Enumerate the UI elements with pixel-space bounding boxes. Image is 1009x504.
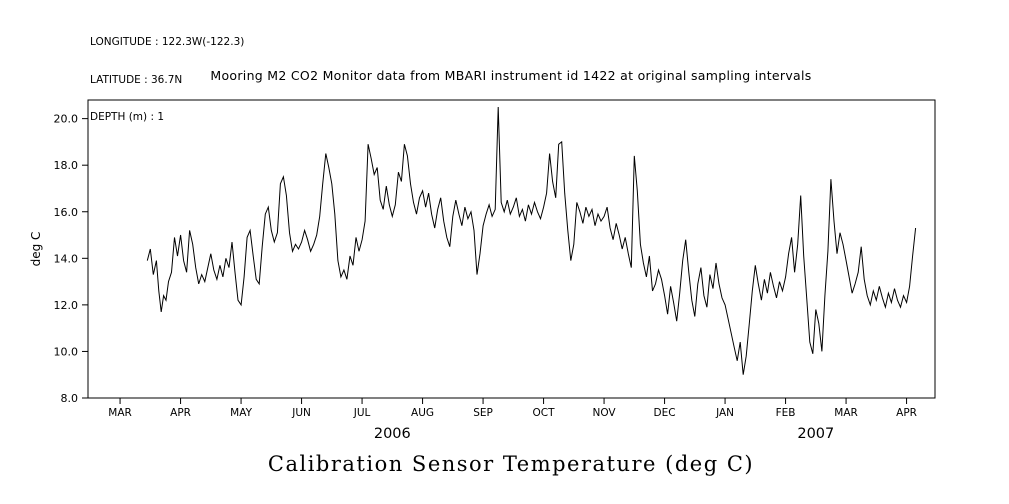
year-label: 2007	[797, 426, 834, 442]
footer-title: Calibration Sensor Temperature (deg C)	[267, 452, 755, 476]
x-tick-label: DEC	[654, 407, 676, 419]
y-tick-label: 10.0	[54, 345, 79, 358]
y-tick-label: 18.0	[54, 159, 79, 172]
longitude-label: LONGITUDE : 122.3W(-122.3)	[90, 36, 245, 48]
x-tick-label: MAY	[230, 407, 252, 419]
y-tick-label: 16.0	[54, 206, 79, 219]
x-tick-label: APR	[896, 407, 917, 419]
x-tick-label: AUG	[411, 407, 434, 419]
depth-label: DEPTH (m) : 1	[90, 111, 165, 123]
y-tick-label: 8.0	[61, 392, 79, 405]
x-tick-label: FEB	[776, 407, 796, 419]
y-axis-title: deg C	[29, 232, 43, 267]
latitude-label: LATITUDE : 36.7N	[90, 73, 183, 86]
x-tick-label: JUN	[291, 407, 311, 419]
y-tick-label: 20.0	[54, 113, 79, 126]
x-tick-label: APR	[170, 407, 191, 419]
x-tick-label: OCT	[533, 407, 556, 419]
x-tick-label: MAR	[834, 407, 858, 419]
x-tick-label: SEP	[473, 407, 493, 419]
x-tick-label: JUL	[353, 407, 371, 419]
plot-frame	[87, 99, 936, 399]
x-tick-label: NOV	[593, 407, 617, 419]
temperature-line	[146, 106, 917, 375]
x-tick-label: JAN	[715, 407, 734, 419]
x-tick-label: MAR	[108, 407, 132, 419]
y-tick-label: 14.0	[54, 252, 79, 265]
station-info: LONGITUDE : 122.3W(-122.3) LATITUDE : 36…	[90, 11, 244, 149]
chart-title: Mooring M2 CO2 Monitor data from MBARI i…	[210, 68, 812, 83]
y-tick-label: 12.0	[54, 299, 79, 312]
year-label: 2006	[374, 426, 411, 442]
